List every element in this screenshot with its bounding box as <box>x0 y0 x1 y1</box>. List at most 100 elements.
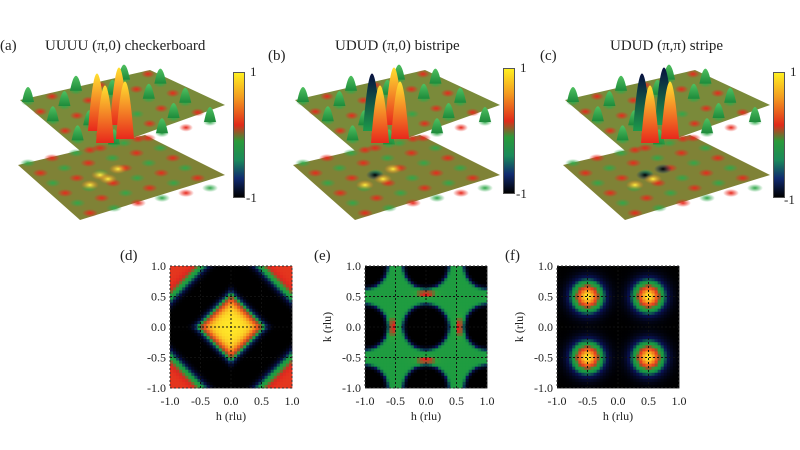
heatmap-cell <box>471 363 476 368</box>
heatmap-cell <box>636 278 640 282</box>
heatmap-cell <box>261 275 265 279</box>
heatmap-cell <box>471 302 476 307</box>
heatmap-cell <box>459 284 463 288</box>
heatmap-cell <box>426 336 430 340</box>
heatmap-cell <box>416 311 421 316</box>
heatmap-cell <box>426 384 430 389</box>
heatmap-cell <box>288 351 293 355</box>
heatmap-cell <box>459 299 463 303</box>
heatmap-cell <box>270 372 275 377</box>
heatmap-cell <box>413 378 418 383</box>
heatmap-cell <box>231 281 235 285</box>
heatmap-cell <box>237 314 241 319</box>
heatmap-cell <box>587 378 591 383</box>
heatmap-cell <box>371 366 375 371</box>
heatmap-cell <box>419 323 424 328</box>
heatmap-cell <box>624 372 628 377</box>
heatmap-cell <box>611 302 616 307</box>
surface-peak <box>116 81 134 139</box>
heatmap-cell <box>252 317 256 322</box>
heatmap-cell <box>170 266 174 270</box>
heatmap-cell <box>255 317 259 322</box>
heatmap-cell <box>227 345 232 349</box>
heatmap-cell <box>374 269 378 273</box>
heatmap-cell <box>282 281 287 285</box>
heatmap-cell <box>288 320 293 325</box>
heatmap-cell <box>365 330 369 334</box>
heatmap-cell <box>563 296 567 300</box>
heatmap-cell <box>459 357 463 361</box>
heatmap-cell <box>374 299 378 303</box>
heatmap-cell <box>173 320 177 325</box>
heatmap-cell <box>182 354 186 358</box>
heatmap-cell <box>633 290 637 294</box>
heatmap-cell <box>416 323 421 328</box>
heatmap-cell <box>435 311 439 316</box>
heatmap-cell <box>602 281 607 285</box>
heatmap-cell <box>654 317 659 322</box>
heatmap-cell <box>368 284 372 288</box>
heatmap-cell <box>258 299 262 303</box>
heatmap-cell <box>450 272 454 276</box>
heatmap-cell <box>416 290 421 294</box>
heatmap-cell <box>584 342 588 346</box>
heatmap-cell <box>237 354 241 358</box>
heatmap-cell <box>410 314 415 319</box>
heatmap-cell <box>660 308 665 313</box>
heatmap-cell <box>395 378 399 383</box>
heatmap-cell <box>584 275 588 279</box>
heatmap-cell <box>273 363 278 368</box>
heatmap-cell <box>258 366 262 371</box>
heatmap-cell <box>212 320 217 325</box>
heatmap-cell <box>191 317 195 322</box>
heatmap-cell <box>602 366 607 371</box>
heatmap-cell <box>621 336 625 340</box>
heatmap-cell <box>636 369 640 374</box>
heatmap-cell <box>380 296 384 300</box>
heatmap-cell <box>383 314 387 319</box>
heatmap-cell <box>185 351 189 355</box>
heatmap-cell <box>237 372 241 377</box>
heatmap-cell <box>401 375 406 380</box>
heatmap-cell <box>401 357 406 361</box>
heatmap-cell <box>563 354 567 358</box>
heatmap-cell <box>416 266 421 270</box>
heatmap-cell <box>404 363 409 368</box>
heatmap-cell <box>560 314 564 319</box>
heatmap-cell <box>614 275 619 279</box>
heatmap-cell <box>624 363 628 368</box>
heatmap-cell <box>173 293 177 297</box>
surface-bump <box>45 92 59 101</box>
heatmap-cell <box>435 275 439 279</box>
heatmap-cell <box>179 266 183 270</box>
heatmap-cell <box>578 336 582 340</box>
heatmap-cell <box>450 287 454 291</box>
heatmap-cell <box>483 339 488 343</box>
heatmap-cell <box>191 305 195 310</box>
heatmap-cell <box>182 290 186 294</box>
heatmap-cell <box>471 305 476 310</box>
plane-spot <box>381 204 397 212</box>
heatmap-cell <box>240 314 244 319</box>
heatmap-cell <box>575 378 579 383</box>
heatmap-cell <box>395 290 399 294</box>
heatmap-cell <box>624 342 628 346</box>
heatmap-cell <box>383 333 387 337</box>
heatmap-cell <box>657 275 662 279</box>
heatmap-cell <box>462 354 467 358</box>
heatmap-cell <box>657 311 662 316</box>
heatmap-cell <box>209 357 214 361</box>
heatmap-cell <box>416 327 421 331</box>
plane-spot <box>697 144 714 152</box>
heatmap-cell <box>285 378 290 383</box>
heatmap-cell <box>639 266 643 270</box>
heatmap-cell <box>212 293 217 297</box>
heatmap-cell <box>380 363 384 368</box>
heatmap-cell <box>288 299 293 303</box>
heatmap-cell <box>422 333 427 337</box>
heatmap-cell <box>578 330 582 334</box>
heatmap-cell <box>203 363 207 368</box>
heatmap-cell <box>575 323 579 328</box>
surface-bump <box>179 123 193 132</box>
heatmap-cell <box>633 345 637 349</box>
